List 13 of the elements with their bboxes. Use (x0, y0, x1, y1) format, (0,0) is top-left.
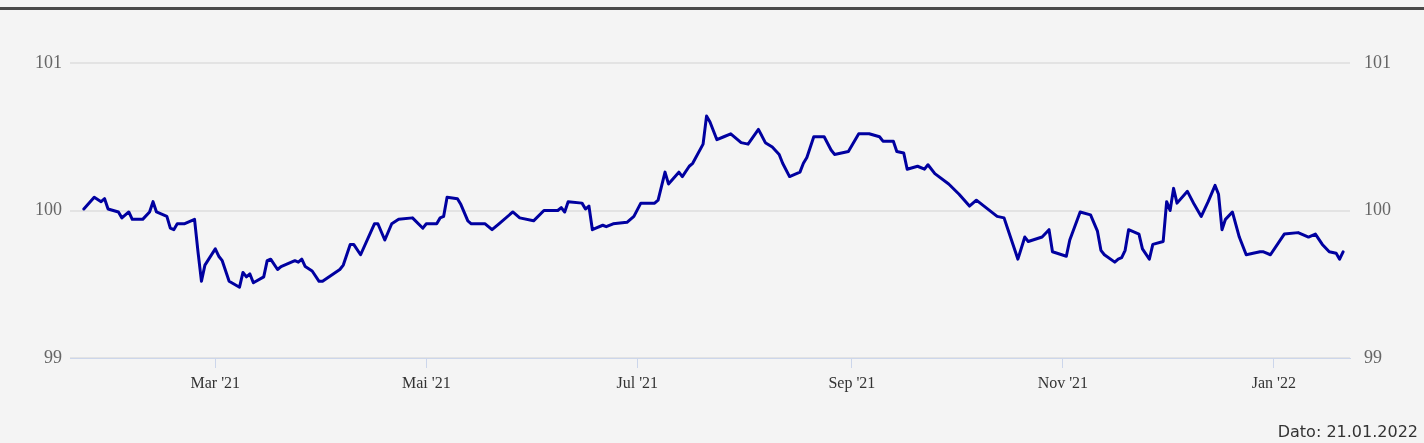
x-tick-label: Sep '21 (828, 373, 876, 392)
y2-tick-label: 101 (1364, 51, 1391, 72)
x-tick-label: Mai '21 (402, 373, 451, 391)
text: Dato: 21.01.2022 (1277, 422, 1418, 441)
x-tick-label: Jul '21 (616, 373, 659, 391)
y2-tick-label: 99 (1364, 346, 1382, 367)
y-tick-label: 101 (35, 51, 62, 72)
x-tick-label: Nov '21 (1037, 373, 1089, 391)
x-tick-label: Jan '22 (1251, 373, 1296, 391)
y2-tick-label: 100 (1364, 199, 1391, 220)
y-tick-label: 100 (35, 199, 62, 220)
y-tick-label: 99 (44, 346, 62, 367)
x-tick-label: Mar '21 (190, 373, 241, 391)
